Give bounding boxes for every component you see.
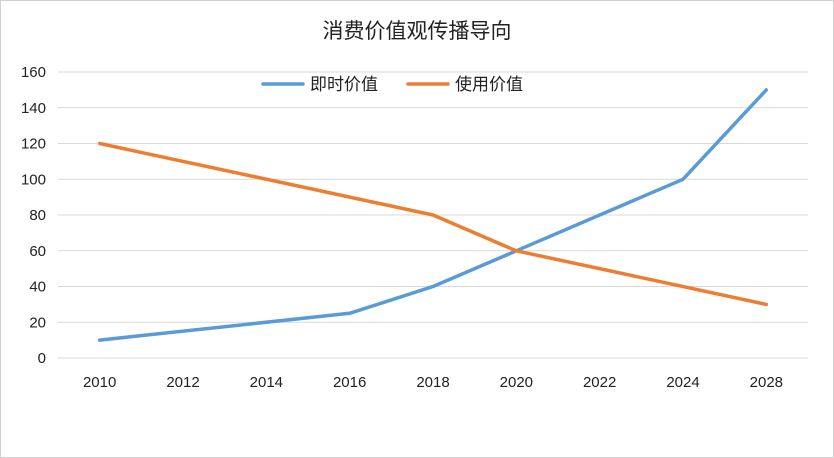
x-tick-label: 2024 xyxy=(666,374,699,391)
legend-label: 使用价值 xyxy=(455,74,523,95)
y-tick-label: 100 xyxy=(21,171,46,188)
x-tick-label: 2020 xyxy=(500,374,533,391)
x-tick-label: 2010 xyxy=(83,374,116,391)
y-tick-label: 160 xyxy=(21,64,46,81)
y-tick-label: 80 xyxy=(29,207,46,224)
x-tick-label: 2012 xyxy=(166,374,199,391)
y-tick-label: 60 xyxy=(29,243,46,260)
legend-label: 即时价值 xyxy=(310,75,378,95)
series-lines xyxy=(97,88,769,342)
x-tick-label: 2018 xyxy=(416,374,449,391)
x-tick-label: 2028 xyxy=(750,374,783,391)
y-tick-label: 0 xyxy=(38,350,46,367)
series-line xyxy=(97,141,769,307)
x-tick-label: 2016 xyxy=(333,374,366,391)
x-tick-label: 2022 xyxy=(583,374,616,391)
series-line xyxy=(97,88,769,342)
x-axis-ticks: 2010 2012 2014 2016 2018 2020 2022 2024 2028 xyxy=(83,374,783,391)
x-tick-label: 2014 xyxy=(250,374,283,391)
y-tick-label: 120 xyxy=(21,136,46,153)
legend: 即时价值 使用价值 xyxy=(261,74,523,95)
y-tick-label: 140 xyxy=(21,100,46,117)
y-axis-ticks: 0 20 40 60 80 100 120 140 160 xyxy=(21,64,46,367)
chart-title: 消费价值观传播导向 xyxy=(323,19,512,43)
y-tick-label: 20 xyxy=(29,314,46,331)
y-tick-label: 40 xyxy=(29,279,46,296)
